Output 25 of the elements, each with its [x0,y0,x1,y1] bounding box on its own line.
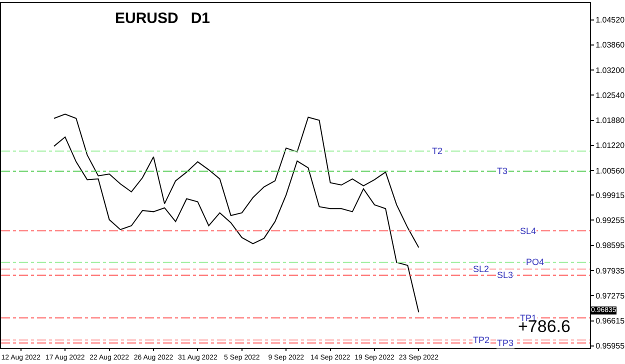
y-tick-label: 0.99255 [596,216,625,226]
ref-line-label: SL3 [497,270,514,280]
y-tick-label: 1.02540 [596,90,625,100]
y-tick-label: 1.03860 [596,40,625,50]
line-series [54,114,420,248]
y-tick-label: 0.97935 [596,266,625,276]
y-tick-label: 1.01880 [596,116,625,126]
y-tick-label: 0.97275 [596,291,625,300]
line-series [54,136,420,313]
ref-line-label: T3 [497,166,508,176]
y-tick-label: 1.03200 [596,66,625,75]
y-tick-label: 1.00560 [596,166,625,176]
ref-line-label: TP2 [473,335,490,345]
ref-line-label: SL4 [520,226,536,236]
y-tick-label: 1.01220 [596,141,625,150]
ref-line-label: PO4 [526,257,544,267]
y-tick-label: 0.95955 [596,342,625,351]
y-tick-label: 0.98595 [596,241,625,250]
y-tick-label: 1.04520 [596,16,625,25]
text: EURUSD D1 [115,10,210,27]
ref-line-label: T2 [432,146,443,156]
ref-line-label: TP3 [497,338,514,348]
ref-line-label: SL2 [473,264,490,274]
y-tick-label: 0.99915 [596,190,625,200]
y-tick-label: 0.96615 [596,316,625,326]
